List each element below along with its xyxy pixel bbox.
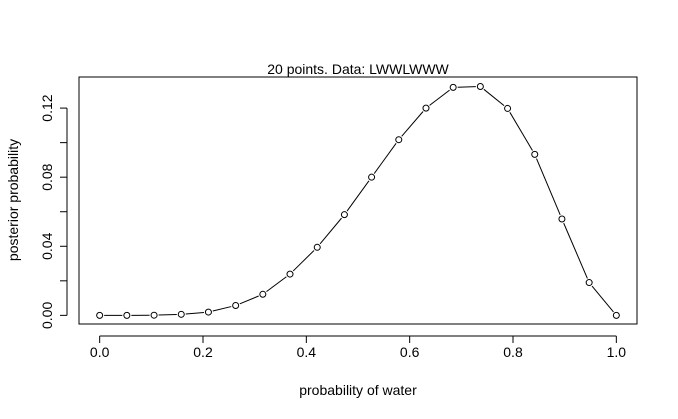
- y-tick-label: 0.08: [39, 163, 55, 190]
- chart-title: 20 points. Data: LWWLWWW: [267, 61, 449, 77]
- y-axis-label: posterior probability: [5, 139, 21, 261]
- x-axis-label: probability of water: [299, 382, 417, 398]
- series-segment: [401, 111, 424, 137]
- data-point: [449, 83, 457, 91]
- y-tick-label: 0.04: [39, 232, 55, 259]
- series-segment: [346, 180, 370, 212]
- data-point: [558, 215, 566, 223]
- series-segment: [373, 143, 397, 174]
- series-segment: [292, 250, 315, 272]
- series-segment: [212, 306, 232, 312]
- data-point: [612, 311, 620, 319]
- series-segment: [185, 311, 204, 315]
- data-point: [204, 308, 212, 316]
- series-segment: [158, 313, 177, 316]
- series-segment: [429, 89, 450, 106]
- series-segment: [509, 112, 533, 151]
- x-tick-label: 1.0: [607, 344, 627, 360]
- data-point: [531, 150, 539, 158]
- plot-frame: [78, 76, 638, 325]
- x-axis: 0.0 0.2 0.4 0.6 0.8 1.0: [90, 335, 627, 360]
- data-point: [340, 211, 348, 219]
- data-point: [150, 311, 158, 319]
- x-tick-label: 0.2: [193, 344, 213, 360]
- data-point: [96, 311, 104, 319]
- data-point: [313, 243, 321, 251]
- data-point: [585, 279, 593, 287]
- series-segment: [319, 217, 342, 245]
- series-segment: [563, 222, 588, 279]
- x-tick-label: 0.8: [503, 344, 523, 360]
- data-point: [177, 310, 185, 318]
- data-point: [504, 104, 512, 112]
- data-point: [395, 136, 403, 144]
- data-point: [368, 173, 376, 181]
- data-point: [259, 290, 267, 298]
- series-line-group: [104, 86, 614, 316]
- x-tick-label: 0.0: [90, 344, 110, 360]
- y-tick-label: 0.12: [39, 94, 55, 121]
- data-point: [123, 311, 131, 319]
- series-segment: [536, 158, 561, 216]
- series-segment: [239, 295, 259, 305]
- y-tick-label: 0.00: [39, 302, 55, 329]
- data-point: [286, 270, 294, 278]
- x-tick-label: 0.4: [297, 344, 317, 360]
- series-segment: [483, 88, 505, 107]
- series-points-group: [96, 83, 620, 319]
- data-point: [422, 104, 430, 112]
- data-point: [476, 83, 484, 90]
- data-point: [232, 302, 240, 310]
- x-tick-label: 0.6: [400, 344, 420, 360]
- series-segment: [266, 276, 287, 293]
- y-axis: 0.00 0.04 0.08 0.12: [39, 94, 68, 329]
- series-segment: [591, 285, 614, 313]
- series-segment: [457, 86, 476, 88]
